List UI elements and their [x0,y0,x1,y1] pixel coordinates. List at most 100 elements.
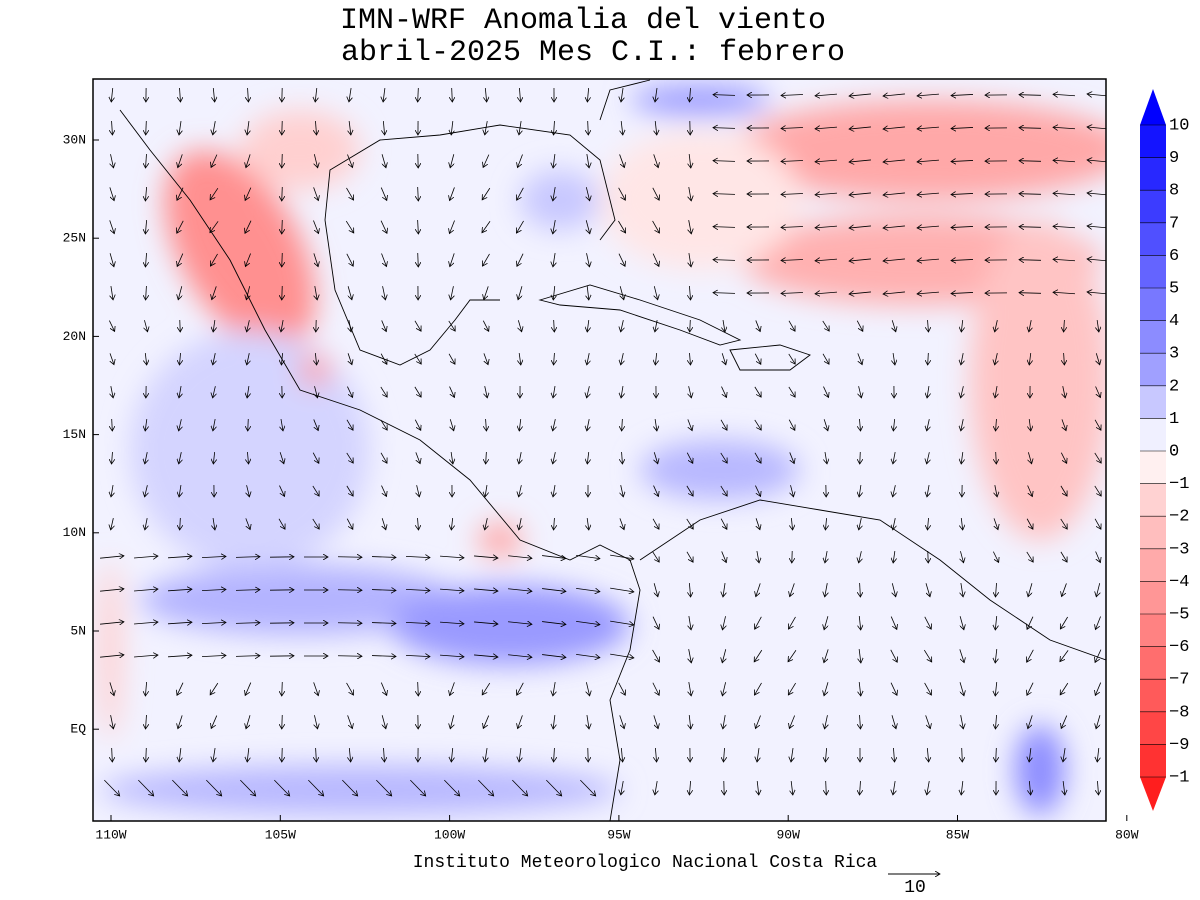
wind-arrow [619,154,625,167]
wind-arrow [380,452,387,463]
wind-arrow [281,352,282,365]
wind-arrow [313,682,319,695]
wind-arrow [927,747,928,762]
wind-arrow [587,518,589,530]
wind-arrow [1096,583,1099,597]
wind-arrow [554,352,555,365]
wind-arrow [849,94,871,96]
wind-arrow [859,649,861,663]
wind-arrow [1019,194,1042,195]
wind-arrow [474,589,498,591]
wind-arrow [1094,419,1101,430]
wind-arrow [576,554,600,558]
colorbar-cell [1140,646,1166,680]
wind-arrow [383,286,386,300]
wind-arrow [247,320,250,332]
wind-arrow [109,220,115,233]
wind-arrow [278,518,285,529]
wind-arrow [951,292,974,293]
wind-arrow [177,682,184,696]
colorbar-label: −4 [1169,573,1189,592]
wind-arrow [849,193,871,195]
wind-arrow [247,748,249,762]
wind-arrow [145,252,146,267]
wind-arrow [824,419,828,430]
map-field [93,79,1106,821]
wind-arrow [860,714,861,729]
wind-arrow [134,655,158,657]
colorbar-cell [1140,157,1166,191]
wind-arrow [553,220,556,234]
wind-arrow [893,452,895,464]
wind-arrow [859,485,861,497]
wind-arrow [410,779,425,796]
wind-arrow [689,220,692,234]
wind-arrow [857,353,862,364]
colorbar-cell [1140,548,1166,582]
colorbar-cell [1140,418,1166,452]
wind-arrow [247,353,250,365]
lon-label: 100W [434,827,465,842]
wind-arrow [961,353,963,365]
wind-arrow [240,779,255,796]
wind-arrow [371,656,396,657]
wind-arrow [1064,319,1065,332]
wind-arrow [316,747,317,762]
wind-arrow [622,418,623,431]
wind-arrow [508,655,532,657]
wind-arrow [689,154,691,168]
wind-arrow [788,682,796,695]
wind-arrow [405,622,430,623]
wind-arrow [167,589,192,591]
wind-arrow [788,386,795,397]
wind-arrow [112,747,113,762]
wind-arrow [145,681,146,696]
wind-arrow [825,583,828,597]
wind-arrow [1053,259,1076,260]
wind-arrow [1026,551,1033,562]
wind-arrow [883,193,905,195]
wind-arrow [587,253,590,267]
wind-arrow [213,320,215,332]
wind-arrow [516,220,524,233]
wind-arrow [405,589,430,590]
wind-arrow [1019,161,1042,162]
wind-arrow [519,87,520,102]
colorbar-cell [1140,385,1166,419]
wind-arrow [282,153,283,168]
wind-arrow [245,253,251,267]
wind-arrow [1097,320,1099,332]
wind-arrow [478,779,493,796]
wind-arrow [210,221,219,232]
lon-label: 80W [1115,827,1139,842]
wind-arrow [1029,320,1031,332]
wind-arrow [652,220,660,233]
wind-arrow [580,779,595,796]
wind-arrow [554,747,555,762]
wind-arrow [1062,583,1067,596]
wind-arrow [587,87,588,102]
wind-arrow [172,779,187,796]
colorbar-label: 8 [1169,182,1179,201]
wind-arrow [620,286,624,300]
wind-arrow [822,353,829,364]
lat-label: 10N [63,525,86,540]
wind-arrow [1097,747,1099,762]
wind-arrow [860,582,861,597]
wind-arrow [689,352,690,365]
wind-arrow [213,451,214,464]
wind-arrow [924,616,931,629]
wind-arrow [347,386,352,398]
wind-arrow [619,715,625,728]
wind-arrow [1019,128,1042,129]
wind-arrow [414,386,421,397]
wind-arrow [1029,418,1031,431]
colorbar-label: 6 [1169,247,1179,266]
wind-arrow [418,87,419,102]
wind-arrow [519,748,521,762]
wind-arrow [315,88,317,102]
wind-arrow [713,194,736,195]
wind-arrow [405,556,430,557]
wind-arrow [554,120,555,135]
wind-arrow [815,160,837,162]
